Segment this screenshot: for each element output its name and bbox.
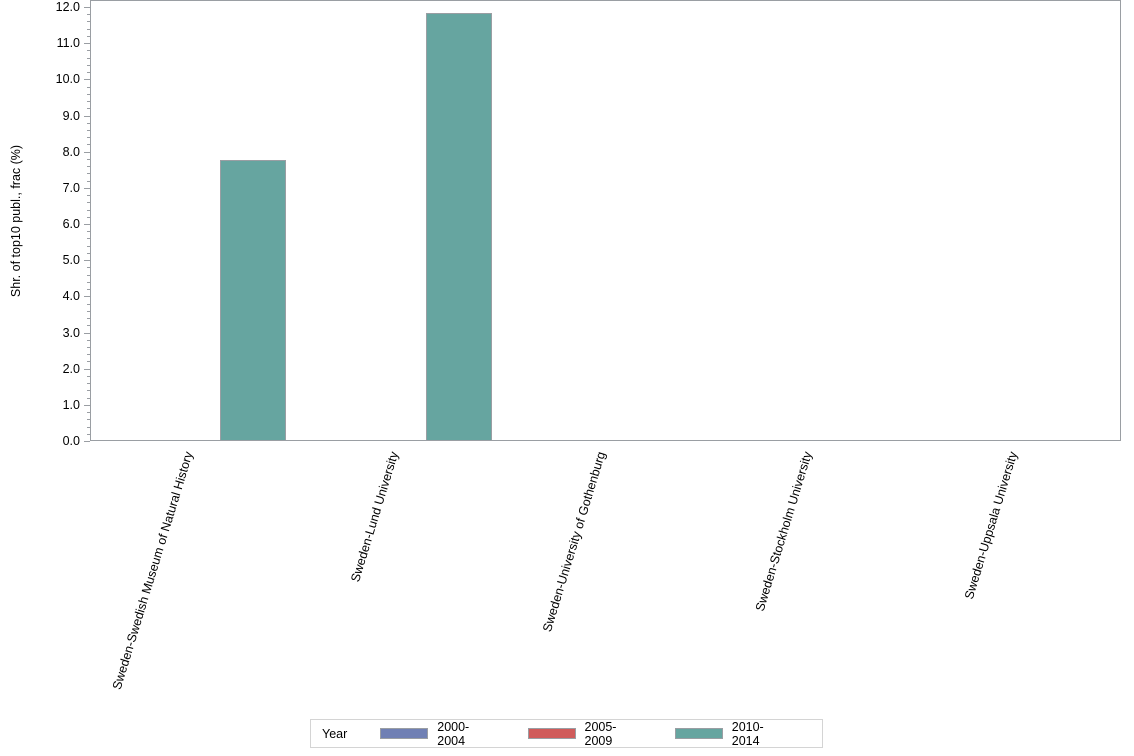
legend-swatch — [380, 728, 429, 739]
y-tick-label: 12.0 — [55, 0, 80, 14]
y-tick — [84, 151, 90, 153]
y-tick-label: 1.0 — [62, 397, 80, 412]
y-tick — [84, 368, 90, 370]
y-minor-tick — [87, 144, 90, 146]
x-tick-label: Sweden-Lund University — [348, 449, 402, 584]
y-tick-label: 7.0 — [62, 180, 80, 195]
y-minor-tick — [87, 267, 90, 269]
y-minor-tick — [87, 281, 90, 283]
y-minor-tick — [87, 158, 90, 160]
legend-label: 2000-2004 — [437, 719, 470, 748]
y-tick — [84, 332, 90, 334]
legend-item-2005-2009: 2005-2009 — [527, 719, 642, 748]
y-minor-tick — [87, 216, 90, 218]
y-minor-tick — [87, 433, 90, 435]
y-tick — [84, 79, 90, 81]
y-minor-tick — [87, 375, 90, 377]
x-tick-label: Sweden-Stockholm University — [752, 449, 815, 613]
y-tick-label: 3.0 — [62, 325, 80, 340]
y-minor-tick — [87, 361, 90, 363]
y-tick — [84, 7, 90, 8]
y-minor-tick — [87, 64, 90, 66]
y-minor-tick — [87, 50, 90, 52]
y-minor-tick — [87, 390, 90, 392]
y-minor-tick — [87, 195, 90, 197]
legend-item-2000-2004: 2000-2004 — [380, 720, 494, 748]
y-tick — [84, 441, 90, 442]
y-minor-tick — [87, 122, 90, 124]
x-tick-label: Sweden-Uppsala University — [961, 449, 1021, 601]
y-minor-tick — [87, 35, 90, 37]
legend-item-2010-2014: 2010-2014 — [674, 719, 789, 748]
y-tick — [84, 260, 90, 262]
y-minor-tick — [87, 252, 90, 254]
y-tick-label: 10.0 — [55, 72, 80, 87]
y-tick — [84, 187, 90, 189]
y-axis-title: Shr. of top10 publ., frac (%) — [9, 144, 23, 298]
y-tick-label: 6.0 — [62, 217, 80, 231]
y-minor-tick — [87, 397, 90, 399]
legend: Year 2000-2004 2005-2009 2010-2014 — [310, 719, 823, 748]
y-minor-tick — [87, 129, 90, 131]
y-minor-tick — [87, 202, 90, 204]
y-minor-tick — [87, 14, 90, 16]
y-tick-label: 2.0 — [62, 361, 80, 376]
x-tick-label: Sweden-Swedish Museum of Natural History — [109, 449, 196, 692]
y-minor-tick — [87, 419, 90, 421]
y-minor-tick — [87, 318, 90, 320]
x-tick-label: Sweden-University of Gothenburg — [539, 449, 608, 634]
y-tick — [84, 296, 90, 298]
legend-swatch — [527, 728, 576, 739]
y-tick — [84, 43, 90, 45]
y-tick-label: 8.0 — [62, 144, 80, 159]
y-minor-tick — [87, 108, 90, 110]
y-minor-tick — [87, 383, 90, 385]
y-minor-tick — [87, 325, 90, 327]
y-minor-tick — [87, 166, 90, 168]
y-tick-label: 4.0 — [62, 289, 80, 304]
y-tick — [84, 224, 90, 225]
y-minor-tick — [87, 238, 90, 240]
bar-2010-2014 — [220, 159, 287, 441]
y-axis: 0.0 1.0 2.0 3.0 4.0 5.0 6.0 7.0 8.0 9.0 10.0 11.0 12… — [0, 0, 90, 456]
y-minor-tick — [87, 412, 90, 414]
y-minor-tick — [87, 303, 90, 305]
legend-label: 2005-2009 — [584, 719, 617, 748]
y-tick — [84, 404, 90, 406]
y-tick-label: 5.0 — [62, 253, 80, 268]
y-tick-label: 9.0 — [62, 108, 80, 123]
y-minor-tick — [87, 354, 90, 356]
y-minor-tick — [87, 137, 90, 139]
legend-title: Year — [322, 726, 348, 741]
y-minor-tick — [87, 339, 90, 341]
y-minor-tick — [87, 21, 90, 23]
y-tick-label: 0.0 — [62, 434, 80, 448]
y-minor-tick — [87, 274, 90, 276]
y-minor-tick — [87, 57, 90, 59]
y-minor-tick — [87, 209, 90, 211]
bar-2010-2014 — [426, 13, 493, 441]
y-minor-tick — [87, 426, 90, 428]
legend-label: 2010-2014 — [731, 719, 764, 748]
y-minor-tick — [87, 231, 90, 233]
y-minor-tick — [87, 310, 90, 312]
y-minor-tick — [87, 72, 90, 74]
y-tick-label: 11.0 — [56, 36, 80, 51]
y-minor-tick — [87, 101, 90, 103]
y-minor-tick — [87, 86, 90, 88]
y-tick — [84, 115, 90, 117]
y-minor-tick — [87, 180, 90, 182]
y-minor-tick — [87, 245, 90, 247]
y-minor-tick — [87, 289, 90, 291]
y-minor-tick — [87, 28, 90, 30]
y-minor-tick — [87, 93, 90, 95]
y-minor-tick — [87, 346, 90, 348]
legend-swatch — [674, 728, 723, 739]
y-minor-tick — [87, 173, 90, 175]
